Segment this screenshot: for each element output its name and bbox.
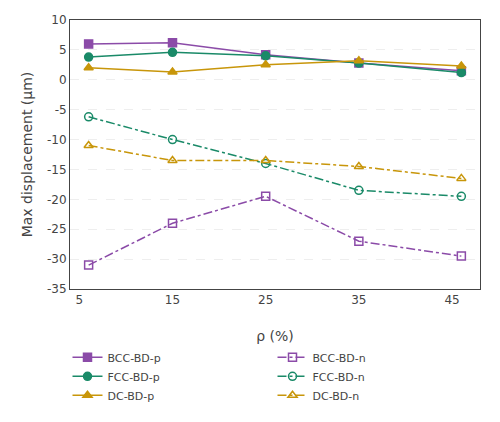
svg-text:FCC-BD-n: FCC-BD-n (313, 371, 365, 384)
svg-text:-10: -10 (47, 133, 67, 147)
svg-text:10: 10 (51, 13, 66, 27)
svg-text:5: 5 (75, 293, 83, 307)
svg-text:0: 0 (59, 73, 67, 87)
svg-text:DC-BD-p: DC-BD-p (108, 390, 155, 403)
svg-text:25: 25 (258, 293, 273, 307)
svg-text:-35: -35 (47, 282, 67, 296)
svg-text:-25: -25 (47, 222, 67, 236)
svg-text:BCC-BD-n: BCC-BD-n (313, 352, 366, 365)
svg-text:-20: -20 (47, 193, 67, 207)
svg-text:BCC-BD-p: BCC-BD-p (108, 352, 161, 365)
svg-text:5: 5 (59, 43, 67, 57)
svg-text:45: 45 (444, 293, 459, 307)
svg-text:15: 15 (165, 293, 180, 307)
svg-text:35: 35 (351, 293, 366, 307)
svg-text:Max displacement (μm): Max displacement (μm) (19, 72, 35, 238)
svg-text:-15: -15 (47, 163, 67, 177)
svg-text:FCC-BD-p: FCC-BD-p (108, 371, 160, 384)
svg-text:ρ (%): ρ (%) (256, 328, 294, 344)
svg-text:-30: -30 (47, 252, 67, 266)
svg-text:DC-BD-n: DC-BD-n (313, 390, 360, 403)
svg-text:-5: -5 (55, 103, 67, 117)
